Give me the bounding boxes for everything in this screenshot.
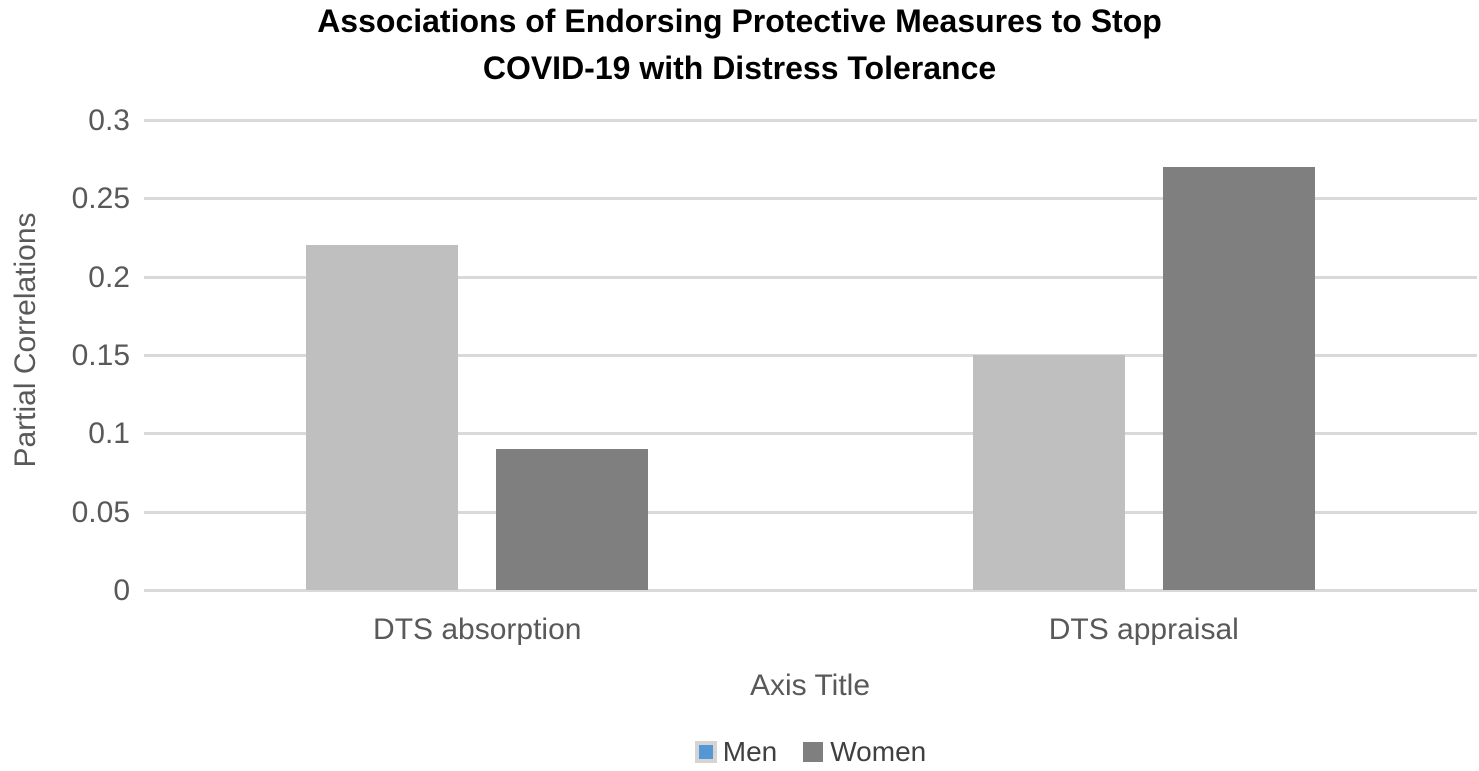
chart-title-line-1: Associations of Endorsing Protective Mea…	[317, 3, 1162, 39]
legend-label-women: Women	[830, 736, 927, 767]
gridline	[144, 275, 1477, 279]
y-tick-label: 0.3	[88, 104, 130, 137]
bar-men-dts-absorption[interactable]	[306, 245, 459, 590]
legend-item-men[interactable]: Men	[694, 736, 778, 768]
y-tick-label: 0.15	[71, 339, 130, 372]
chart-title-line-2: COVID-19 with Distress Tolerance	[482, 50, 997, 86]
legend-swatch-women-icon	[803, 742, 824, 762]
gridline	[144, 589, 1477, 592]
y-tick-label: 0	[113, 574, 130, 607]
legend-key-women	[802, 741, 824, 763]
bar-women-dts-absorption[interactable]	[496, 449, 649, 590]
gridline	[144, 432, 1477, 436]
chart-title: Associations of Endorsing Protective Mea…	[0, 0, 1479, 92]
y-tick-label: 0.05	[71, 495, 130, 529]
x-category-label: DTS appraisal	[1048, 613, 1239, 646]
x-axis-title: Axis Title	[749, 669, 871, 702]
gridline	[144, 510, 1477, 514]
legend-item-women[interactable]: Women	[802, 736, 926, 768]
legend-label-men: Men	[722, 736, 778, 767]
y-tick-label: 0.25	[71, 182, 130, 216]
y-tick-label: 0.2	[88, 260, 130, 294]
y-tick-label: 0.1	[88, 417, 130, 451]
gridline	[144, 197, 1477, 201]
bar-women-dts-appraisal[interactable]	[1162, 167, 1315, 590]
legend: Men Women	[144, 736, 1477, 768]
legend-swatch-men-icon	[698, 745, 713, 759]
legend-key-men	[694, 741, 717, 763]
gridline	[144, 119, 1477, 122]
gridline	[144, 354, 1477, 357]
bar-men-dts-appraisal[interactable]	[972, 355, 1125, 590]
x-category-label: DTS absorption	[373, 613, 582, 646]
